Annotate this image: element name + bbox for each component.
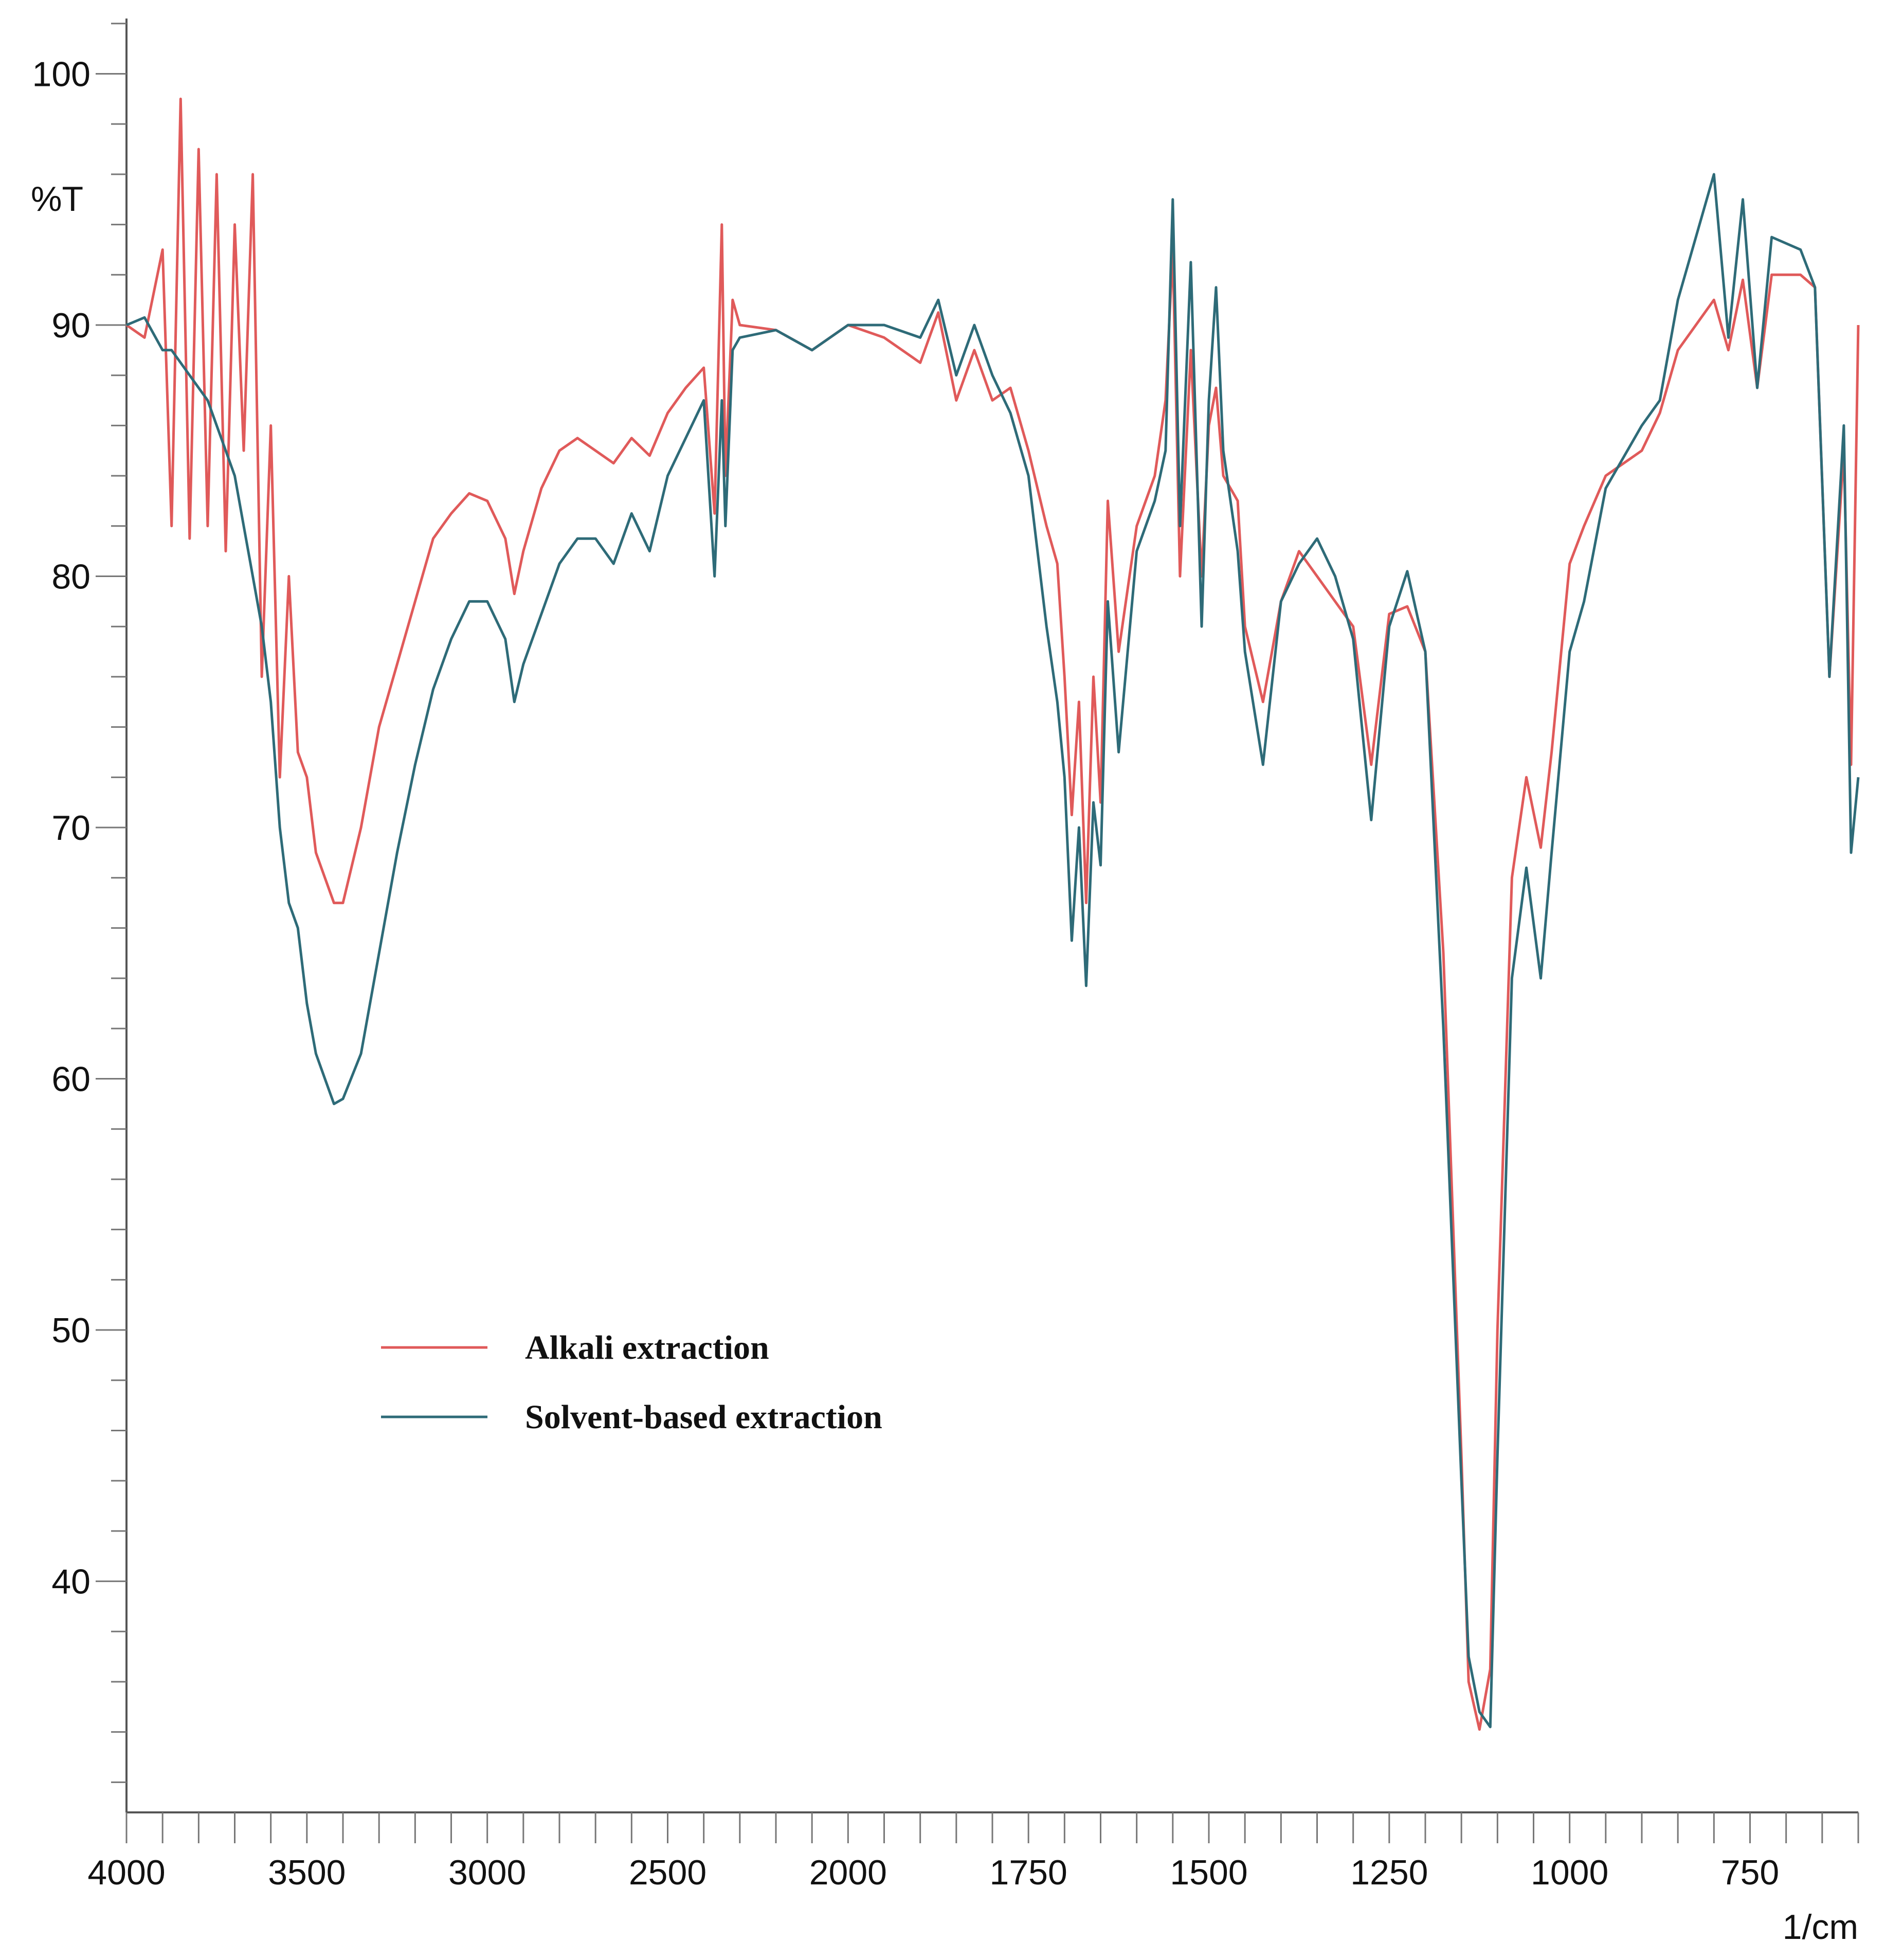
x-tick-label: 1750 xyxy=(990,1853,1067,1892)
y-tick-label: 70 xyxy=(51,808,90,848)
legend-label: Solvent-based extraction xyxy=(525,1398,882,1436)
x-tick-label: 1500 xyxy=(1170,1853,1247,1892)
x-tick-label: 2000 xyxy=(809,1853,887,1892)
x-tick-label: 3000 xyxy=(448,1853,526,1892)
y-tick-label: 40 xyxy=(51,1562,90,1602)
y-tick-label: 60 xyxy=(51,1060,90,1099)
x-tick-label: 4000 xyxy=(87,1853,165,1892)
y-tick-label: 50 xyxy=(51,1311,90,1350)
y-axis-label: %T xyxy=(31,179,83,219)
y-tick-label: 90 xyxy=(51,306,90,345)
series-line xyxy=(126,173,1860,1729)
y-tick-label: 100 xyxy=(32,55,90,94)
x-tick-label: 2500 xyxy=(629,1853,706,1892)
series-line xyxy=(125,97,1860,1731)
legend-label: Alkali extraction xyxy=(525,1329,769,1366)
x-tick-label: 1000 xyxy=(1531,1853,1608,1892)
y-tick-label: 80 xyxy=(51,558,90,597)
x-axis-label: 1/cm xyxy=(1783,1908,1858,1947)
x-tick-label: 1250 xyxy=(1350,1853,1428,1892)
x-tick-label: 3500 xyxy=(268,1853,346,1892)
x-tick-label: 750 xyxy=(1721,1853,1779,1892)
